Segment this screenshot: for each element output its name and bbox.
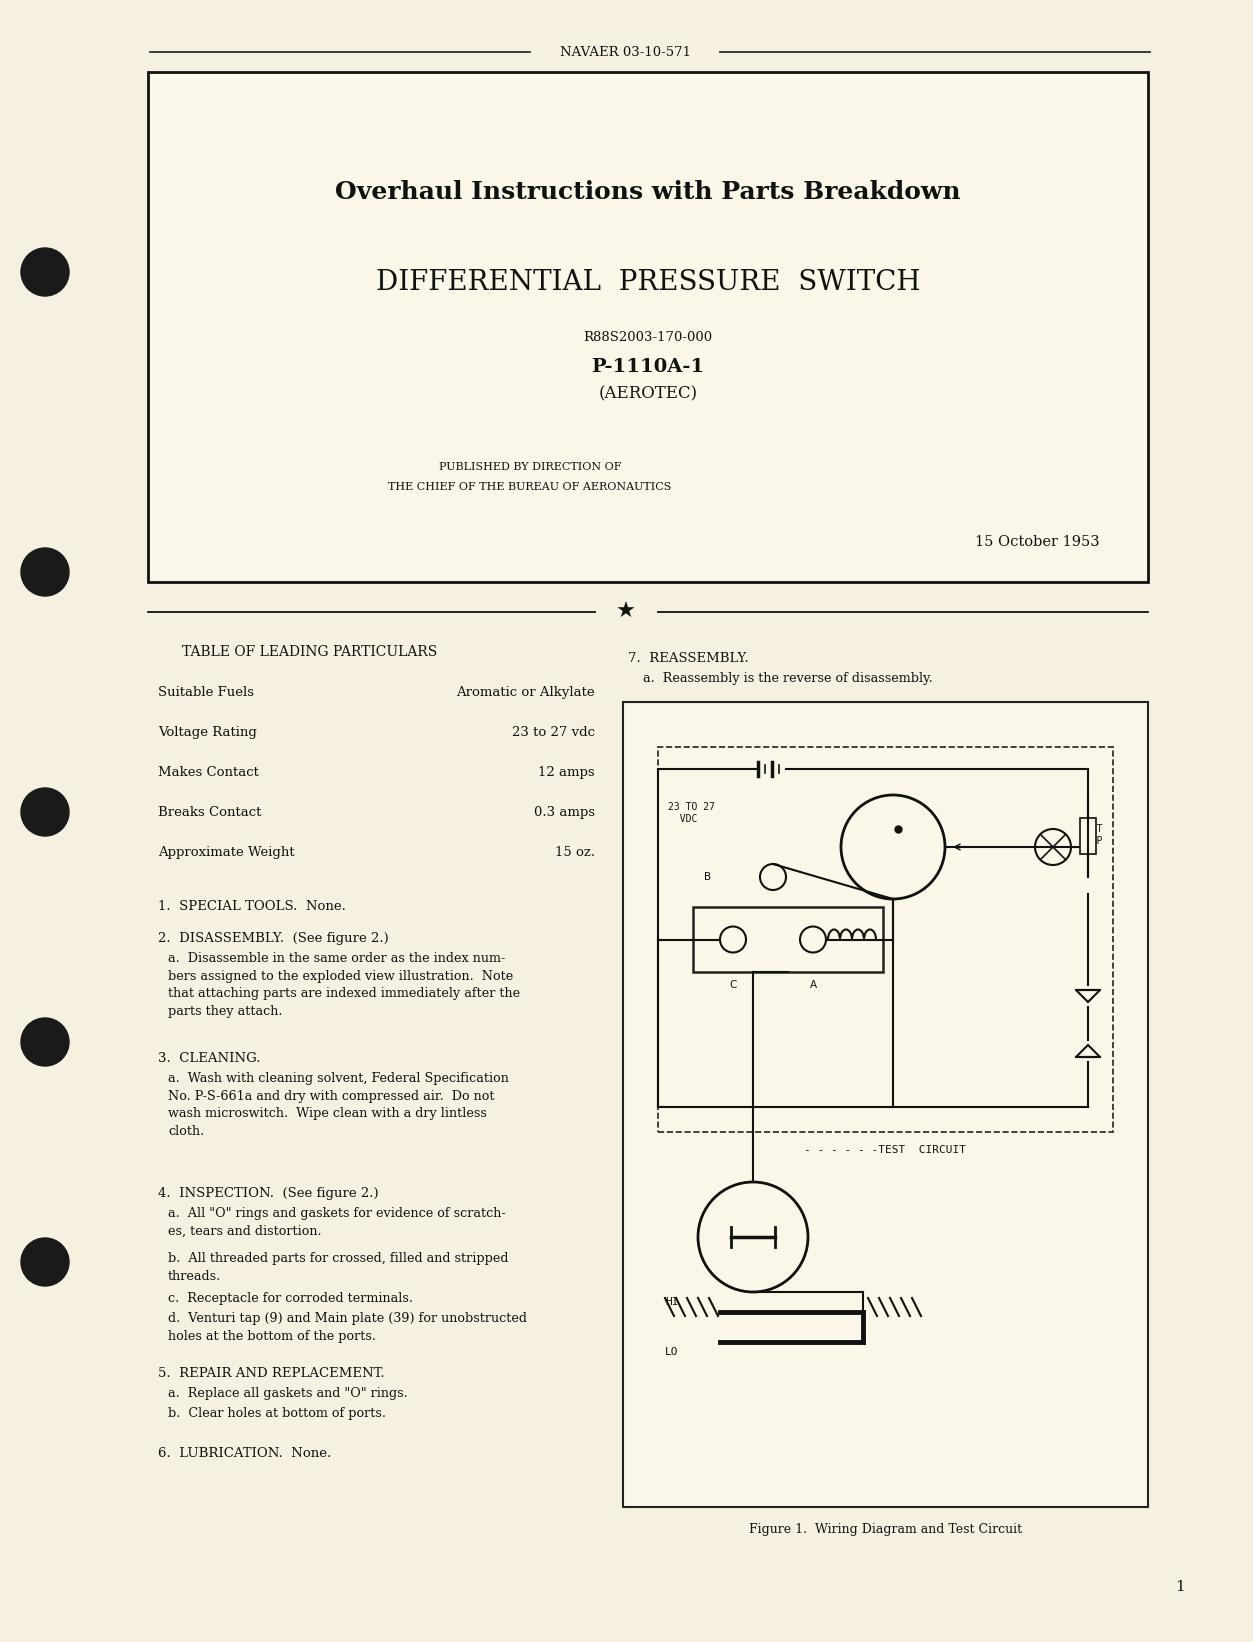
Text: A: A <box>809 980 817 990</box>
Text: c.  Receptacle for corroded terminals.: c. Receptacle for corroded terminals. <box>168 1292 413 1305</box>
Bar <box>623 703 1148 1507</box>
Text: LO: LO <box>665 1346 679 1356</box>
Text: 23 to 27 vdc: 23 to 27 vdc <box>512 726 595 739</box>
Text: - - - - - -TEST  CIRCUIT: - - - - - -TEST CIRCUIT <box>804 1144 966 1154</box>
Text: 2.  DISASSEMBLY.  (See figure 2.): 2. DISASSEMBLY. (See figure 2.) <box>158 933 388 946</box>
Text: TABLE OF LEADING PARTICULARS: TABLE OF LEADING PARTICULARS <box>183 645 437 658</box>
Text: Aromatic or Alkylate: Aromatic or Alkylate <box>456 685 595 698</box>
Text: a.  Reassembly is the reverse of disassembly.: a. Reassembly is the reverse of disassem… <box>643 672 932 685</box>
Text: DIFFERENTIAL  PRESSURE  SWITCH: DIFFERENTIAL PRESSURE SWITCH <box>376 269 920 296</box>
Circle shape <box>21 1238 69 1286</box>
Text: 3.  CLEANING.: 3. CLEANING. <box>158 1053 261 1066</box>
Bar <box>148 72 1148 581</box>
Circle shape <box>21 788 69 836</box>
Text: Approximate Weight: Approximate Weight <box>158 846 294 859</box>
Text: Figure 1.  Wiring Diagram and Test Circuit: Figure 1. Wiring Diagram and Test Circui… <box>749 1522 1022 1535</box>
Text: a.  Replace all gaskets and "O" rings.: a. Replace all gaskets and "O" rings. <box>168 1387 407 1401</box>
Text: 15 October 1953: 15 October 1953 <box>975 535 1100 548</box>
Text: b.  All threaded parts for crossed, filled and stripped
threads.: b. All threaded parts for crossed, fille… <box>168 1251 509 1282</box>
Text: a.  All "O" rings and gaskets for evidence of scratch-
es, tears and distortion.: a. All "O" rings and gaskets for evidenc… <box>168 1207 506 1238</box>
Text: Breaks Contact: Breaks Contact <box>158 806 262 818</box>
Circle shape <box>21 248 69 296</box>
Text: R88S2003-170-000: R88S2003-170-000 <box>584 330 713 343</box>
Text: C: C <box>729 980 737 990</box>
Text: (AEROTEC): (AEROTEC) <box>599 386 698 402</box>
Text: 7.  REASSEMBLY.: 7. REASSEMBLY. <box>628 652 749 665</box>
Text: 12 amps: 12 amps <box>539 765 595 778</box>
Text: b.  Clear holes at bottom of ports.: b. Clear holes at bottom of ports. <box>168 1407 386 1420</box>
Text: 0.3 amps: 0.3 amps <box>534 806 595 818</box>
Text: Overhaul Instructions with Parts Breakdown: Overhaul Instructions with Parts Breakdo… <box>336 181 961 204</box>
Bar <box>693 906 883 972</box>
Text: ★: ★ <box>616 603 637 622</box>
Text: 1.  SPECIAL TOOLS.  None.: 1. SPECIAL TOOLS. None. <box>158 900 346 913</box>
Text: d.  Venturi tap (9) and Main plate (39) for unobstructed
holes at the bottom of : d. Venturi tap (9) and Main plate (39) f… <box>168 1312 528 1343</box>
Text: PUBLISHED BY DIRECTION OF: PUBLISHED BY DIRECTION OF <box>439 461 621 471</box>
Bar <box>1080 818 1096 854</box>
Circle shape <box>21 548 69 596</box>
Text: Voltage Rating: Voltage Rating <box>158 726 257 739</box>
Text: TEST
LAMP: TEST LAMP <box>1080 824 1103 846</box>
Text: 5.  REPAIR AND REPLACEMENT.: 5. REPAIR AND REPLACEMENT. <box>158 1368 385 1379</box>
Text: Suitable Fuels: Suitable Fuels <box>158 685 254 698</box>
Text: B: B <box>704 872 710 882</box>
Bar <box>658 747 1113 1131</box>
Text: a.  Disassemble in the same order as the index num-
bers assigned to the explode: a. Disassemble in the same order as the … <box>168 952 520 1018</box>
Text: 1: 1 <box>1175 1580 1185 1594</box>
Text: 6.  LUBRICATION.  None.: 6. LUBRICATION. None. <box>158 1447 331 1460</box>
Text: HI: HI <box>665 1297 679 1307</box>
Text: a.  Wash with cleaning solvent, Federal Specification
No. P-S-661a and dry with : a. Wash with cleaning solvent, Federal S… <box>168 1072 509 1138</box>
Text: 4.  INSPECTION.  (See figure 2.): 4. INSPECTION. (See figure 2.) <box>158 1187 378 1200</box>
Text: Makes Contact: Makes Contact <box>158 765 259 778</box>
Text: THE CHIEF OF THE BUREAU OF AERONAUTICS: THE CHIEF OF THE BUREAU OF AERONAUTICS <box>388 483 672 493</box>
Circle shape <box>21 1018 69 1066</box>
Text: NAVAER 03-10-571: NAVAER 03-10-571 <box>560 46 690 59</box>
Text: 15 oz.: 15 oz. <box>555 846 595 859</box>
Text: 23 TO 27
  VDC: 23 TO 27 VDC <box>668 801 715 824</box>
Text: P-1110A-1: P-1110A-1 <box>591 358 704 376</box>
